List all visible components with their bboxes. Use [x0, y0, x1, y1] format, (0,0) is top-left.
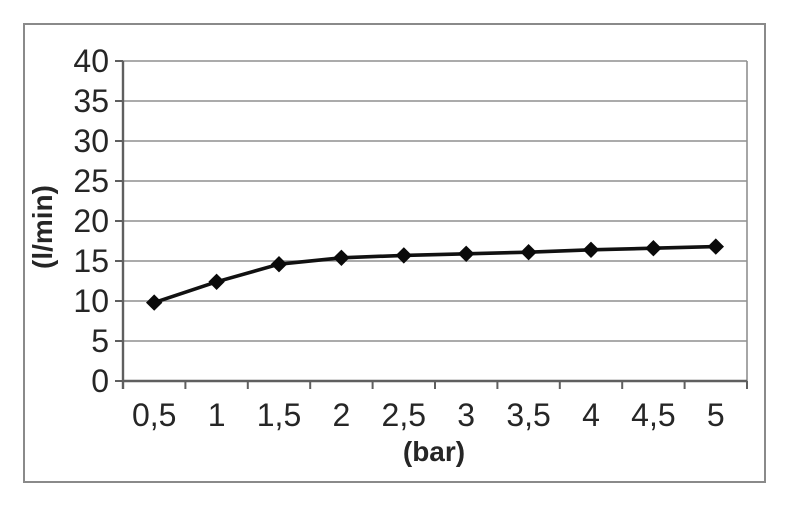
data-point-marker: [395, 247, 413, 264]
data-point-marker: [707, 238, 725, 255]
y-tick-label: 0: [91, 363, 109, 399]
data-point-marker: [520, 243, 537, 261]
x-tick-label: 3,5: [506, 397, 550, 433]
x-tick-label: 4: [582, 397, 600, 433]
y-tick-label: 5: [91, 323, 109, 359]
data-point-marker: [457, 245, 475, 263]
y-tick-label: 20: [73, 203, 109, 239]
data-point-marker: [208, 273, 225, 291]
data-point-marker: [145, 294, 163, 311]
y-tick-label: 35: [73, 83, 109, 119]
y-tick-label: 10: [73, 283, 109, 319]
y-tick-label: 30: [73, 123, 109, 159]
x-tick-label: 2: [333, 397, 351, 433]
data-point-marker: [333, 249, 350, 267]
x-tick-label: 0,5: [132, 397, 176, 433]
y-axis-title: (l/min): [27, 185, 58, 269]
data-point-marker: [645, 239, 662, 257]
x-tick-label: 5: [707, 397, 725, 433]
y-tick-label: 25: [73, 163, 109, 199]
x-tick-label: 1,5: [257, 397, 301, 433]
x-tick-label: 3: [457, 397, 475, 433]
data-point-marker: [270, 255, 288, 273]
x-tick-label: 1: [208, 397, 226, 433]
data-point-marker: [582, 241, 600, 259]
y-tick-label: 15: [73, 243, 109, 279]
y-tick-label: 40: [73, 43, 109, 79]
chart-frame: 0 5 10 15 20 25 30 35 40 0,5 1 1,5 2 2,5 3 3,5 4 4,5 5 (bar…: [23, 23, 766, 483]
flow-vs-pressure-chart: 0 5 10 15 20 25 30 35 40 0,5 1 1,5 2 2,5 3 3,5 4 4,5 5 (bar…: [27, 43, 748, 467]
x-axis-title: (bar): [403, 436, 465, 467]
x-tick-label: 4,5: [631, 397, 675, 433]
series-line-flow-rate: [152, 244, 718, 305]
x-tick-label: 2,5: [382, 397, 426, 433]
